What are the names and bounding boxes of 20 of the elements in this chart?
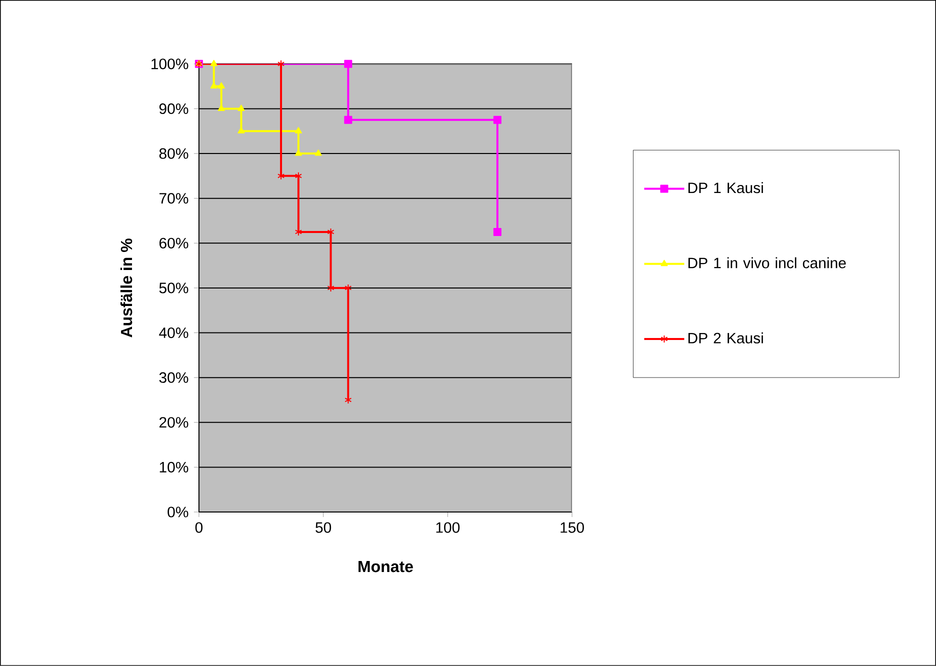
x-tick-label: 0 [195,522,203,533]
x-tick-label: 50 [316,522,332,533]
y-tick-label: 0% [168,506,188,518]
legend-label: DP 1 in vivo incl canine [688,257,846,268]
y-tick-label: 100% [152,58,188,70]
x-tick-label: 150 [560,522,584,533]
y-tick-label: 50% [159,282,188,294]
y-axis-title: Ausfälle in % [120,238,132,338]
y-tick-label: 30% [159,372,188,383]
y-tick-label: 90% [159,103,188,114]
legend-label: DP 2 Kausi [688,332,763,344]
legend-label: DP 1 Kausi [688,182,763,194]
y-tick-label: 80% [159,148,188,159]
x-axis-title: Monate [358,561,413,572]
y-tick-label: 20% [159,417,188,428]
y-tick-label: 60% [159,238,188,248]
y-tick-label: 10% [160,462,188,473]
y-tick-label: 40% [159,327,188,338]
x-tick-label: 100 [436,522,460,533]
y-tick-label: 70% [159,193,188,204]
